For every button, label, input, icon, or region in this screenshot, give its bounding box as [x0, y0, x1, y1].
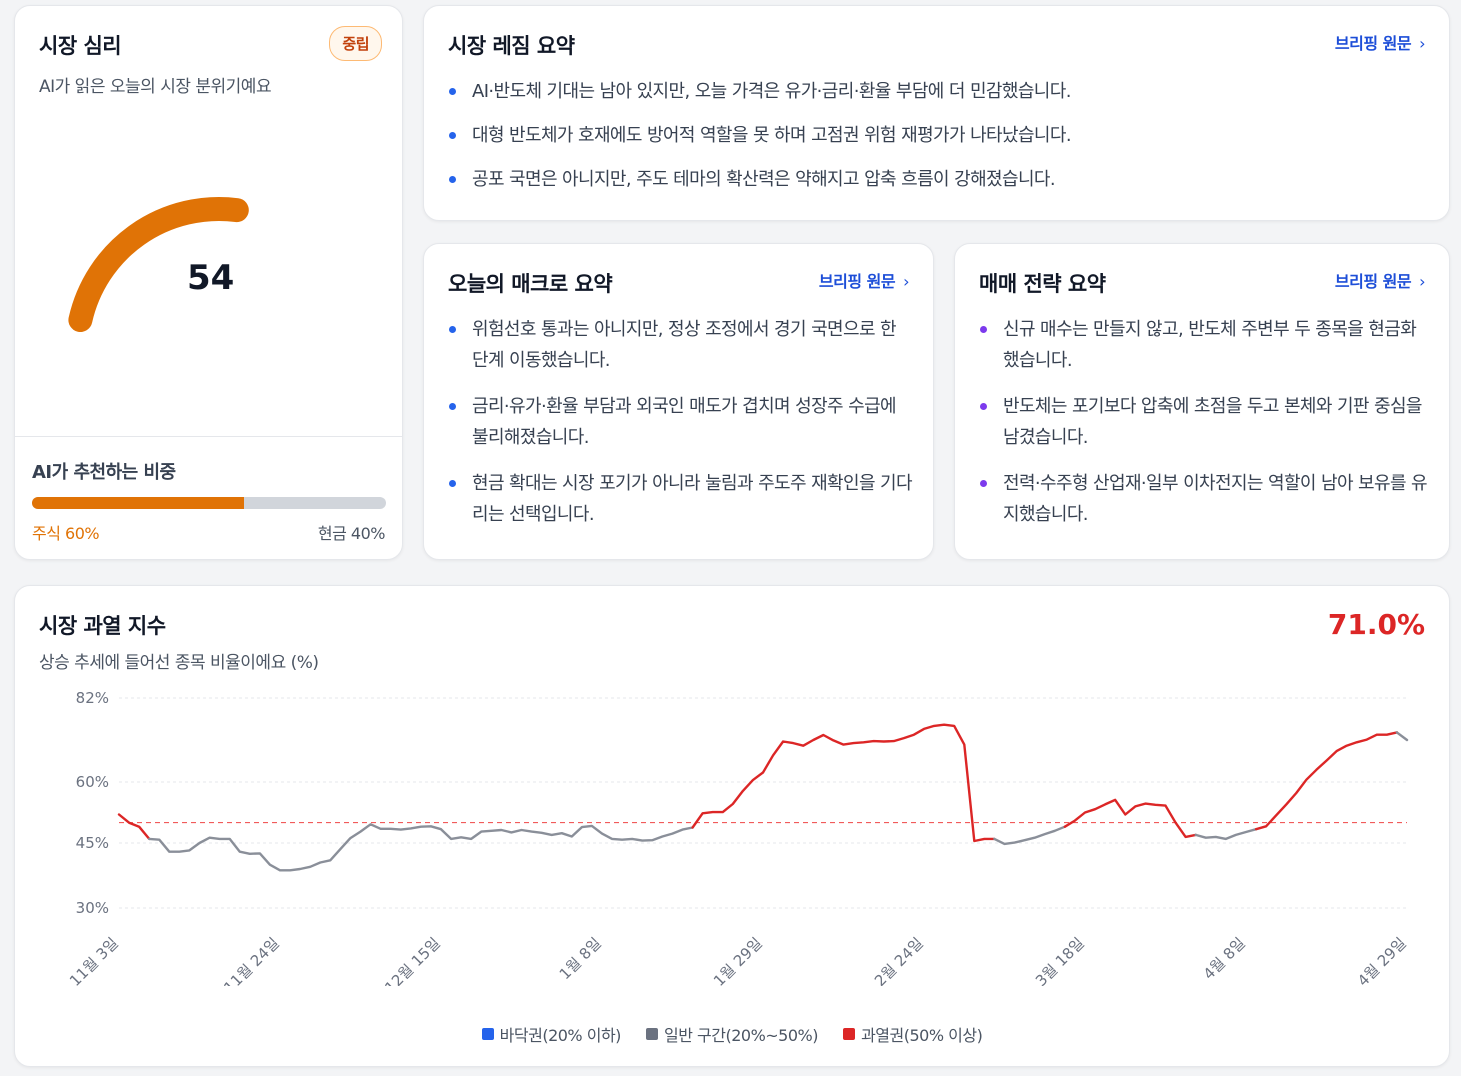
- overheat-current-value: 71.0%: [1327, 608, 1425, 641]
- overheat-title: 시장 과열 지수: [39, 614, 166, 638]
- overheat-card: 시장 과열 지수 상승 추세에 들어선 종목 비율이에요 (%) 71.0% 8…: [14, 585, 1450, 1067]
- bullet-dot: [449, 88, 456, 95]
- series-line-normal: [1395, 731, 1409, 742]
- legend-item-bottom: 바닥권(20% 이하): [481, 1022, 622, 1046]
- list-item: 현금 확대는 시장 포기가 아니라 눌림과 주도주 재확인을 기다리는 선택입니…: [446, 468, 916, 530]
- chevron-right-icon: ›: [903, 272, 909, 291]
- sentiment-card: 시장 심리 중립 AI가 읽은 오늘의 시장 분위기예요 54 AI가 추천하는…: [14, 5, 403, 560]
- x-tick-label: 1월 29일: [710, 934, 766, 986]
- overheat-chart: 82% 60% 45% 30% 11월 3일 11월 24일 12월 15일 1월 8일 1월 …: [66, 689, 1410, 986]
- regime-bullet-list: AI·반도체 기대는 남아 있지만, 오늘 가격은 유가·금리·환율 부담에 더…: [446, 76, 1426, 195]
- macro-title: 오늘의 매크로 요약: [448, 272, 613, 296]
- weight-bar-stock-fill: [32, 497, 245, 509]
- macro-card: 오늘의 매크로 요약 브리핑 원문 › 위험선호 통과는 아니지만, 정상 조정에…: [423, 243, 934, 560]
- legend-swatch: [843, 1028, 856, 1040]
- sentiment-gauge: [68, 196, 249, 332]
- legend-label: 바닥권(20% 이하): [499, 1026, 622, 1045]
- list-item: 신규 매수는 만들지 않고, 반도체 주변부 두 종목을 현금화했습니다.: [977, 314, 1432, 376]
- series-line-overheat: [1254, 731, 1399, 831]
- list-item: AI·반도체 기대는 남아 있지만, 오늘 가격은 유가·금리·환율 부담에 더…: [446, 76, 1426, 107]
- x-tick-label: 3월 18일: [1032, 934, 1088, 986]
- x-tick-label: 4월 8일: [1200, 934, 1249, 983]
- chevron-right-icon: ›: [1419, 34, 1425, 53]
- list-item: 전력·수주형 산업재·일부 이차전지는 역할이 남아 보유를 유지했습니다.: [977, 468, 1432, 530]
- strategy-link-label: 브리핑 원문: [1334, 272, 1412, 291]
- y-tick-label: 60%: [76, 773, 109, 791]
- chart-legend: 바닥권(20% 이하) 일반 구간(20%~50%) 과열권(50% 이상): [15, 1022, 1449, 1046]
- series-line-overheat: [117, 813, 151, 841]
- x-tick-label: 11월 3일: [66, 934, 122, 986]
- bullet-text: 금리·유가·환율 부담과 외국인 매도가 겹치며 성장주 수급에 불리해졌습니다…: [472, 396, 897, 448]
- strategy-title: 매매 전략 요약: [979, 272, 1106, 296]
- bullet-dot: [449, 480, 456, 487]
- weight-title: AI가 추천하는 비중: [32, 462, 176, 483]
- bullet-text: 전력·수주형 산업재·일부 이차전지는 역할이 남아 보유를 유지했습니다.: [1003, 473, 1428, 525]
- gauge-arc: [68, 196, 249, 332]
- list-item: 위험선호 통과는 아니지만, 정상 조정에서 경기 국면으로 한 단계 이동했습…: [446, 314, 916, 376]
- list-item: 금리·유가·환율 부담과 외국인 매도가 겹치며 성장주 수급에 불리해졌습니다…: [446, 391, 916, 453]
- bullet-dot: [980, 480, 987, 487]
- bullet-text: 반도체는 포기보다 압축에 초점을 두고 본체와 기판 중심을 남겼습니다.: [1003, 396, 1422, 448]
- series-line-overheat: [691, 723, 996, 843]
- bullet-text: 공포 국면은 아니지만, 주도 테마의 확산력은 약해지고 압축 흐름이 강해졌…: [472, 169, 1056, 190]
- bullet-dot: [449, 132, 456, 139]
- regime-title: 시장 레짐 요약: [448, 34, 575, 58]
- y-tick-label: 30%: [76, 899, 109, 917]
- bullet-text: AI·반도체 기대는 남아 있지만, 오늘 가격은 유가·금리·환율 부담에 더…: [472, 81, 1071, 102]
- list-item: 공포 국면은 아니지만, 주도 테마의 확산력은 약해지고 압축 흐름이 강해졌…: [446, 164, 1426, 195]
- bullet-text: 위험선호 통과는 아니지만, 정상 조정에서 경기 국면으로 한 단계 이동했습…: [472, 319, 897, 371]
- legend-swatch: [646, 1028, 658, 1040]
- bullet-dot: [980, 403, 987, 410]
- strategy-briefing-link[interactable]: 브리핑 원문 ›: [1334, 268, 1426, 292]
- regime-card: 시장 레짐 요약 브리핑 원문 › AI·반도체 기대는 남아 있지만, 오늘 가…: [423, 5, 1450, 221]
- list-item: 반도체는 포기보다 압축에 초점을 두고 본체와 기판 중심을 남겼습니다.: [977, 391, 1432, 453]
- sentiment-title: 시장 심리: [39, 34, 122, 58]
- bullet-text: 현금 확대는 시장 포기가 아니라 눌림과 주도주 재확인을 기다리는 선택입니…: [472, 473, 913, 525]
- sentiment-badge: 중립: [329, 26, 382, 61]
- legend-label: 과열권(50% 이상): [861, 1026, 983, 1045]
- bullet-dot: [980, 326, 987, 333]
- x-tick-label: 1월 8일: [556, 934, 605, 983]
- legend-swatch: [481, 1028, 494, 1040]
- strategy-card: 매매 전략 요약 브리핑 원문 › 신규 매수는 만들지 않고, 반도체 주변부 …: [954, 243, 1450, 560]
- regime-briefing-link[interactable]: 브리핑 원문 ›: [1334, 30, 1426, 54]
- weight-bar: [32, 497, 386, 509]
- strategy-bullet-list: 신규 매수는 만들지 않고, 반도체 주변부 두 종목을 현금화했습니다. 반도…: [977, 314, 1432, 530]
- stock-label: 주식 60%: [32, 524, 100, 543]
- sentiment-subtitle: AI가 읽은 오늘의 시장 분위기예요: [39, 77, 272, 97]
- y-tick-label: 45%: [76, 834, 109, 852]
- y-tick-label: 82%: [76, 689, 109, 707]
- legend-label: 일반 구간(20%~50%): [664, 1026, 818, 1045]
- series-line-overheat: [1063, 798, 1197, 839]
- series-line-normal: [147, 823, 694, 872]
- legend-item-normal: 일반 구간(20%~50%): [646, 1022, 818, 1046]
- bullet-text: 대형 반도체가 호재에도 방어적 역할을 못 하며 고점권 위험 재평가가 나타…: [472, 125, 1072, 146]
- divider: [15, 436, 402, 437]
- bullet-dot: [449, 403, 456, 410]
- bullet-dot: [449, 326, 456, 333]
- sentiment-score: 54: [187, 258, 235, 298]
- x-tick-label: 2월 24일: [871, 934, 927, 986]
- chevron-right-icon: ›: [1419, 272, 1425, 291]
- macro-briefing-link[interactable]: 브리핑 원문 ›: [818, 268, 910, 292]
- x-tick-label: 11월 24일: [220, 934, 283, 986]
- macro-link-label: 브리핑 원문: [818, 272, 896, 291]
- legend-item-overheat: 과열권(50% 이상): [843, 1022, 983, 1046]
- overheat-subtitle: 상승 추세에 들어선 종목 비율이에요 (%): [39, 653, 319, 673]
- bullet-dot: [449, 176, 456, 183]
- regime-link-label: 브리핑 원문: [1334, 34, 1412, 53]
- list-item: 대형 반도체가 호재에도 방어적 역할을 못 하며 고점권 위험 재평가가 나타…: [446, 120, 1426, 151]
- x-tick-label: 4월 29일: [1354, 934, 1410, 986]
- series-line-normal: [1194, 827, 1258, 841]
- bullet-text: 신규 매수는 만들지 않고, 반도체 주변부 두 종목을 현금화했습니다.: [1003, 319, 1417, 371]
- series-line-normal: [993, 825, 1067, 846]
- macro-bullet-list: 위험선호 통과는 아니지만, 정상 조정에서 경기 국면으로 한 단계 이동했습…: [446, 314, 916, 530]
- cash-label: 현금 40%: [317, 524, 386, 543]
- x-tick-label: 12월 15일: [381, 934, 444, 986]
